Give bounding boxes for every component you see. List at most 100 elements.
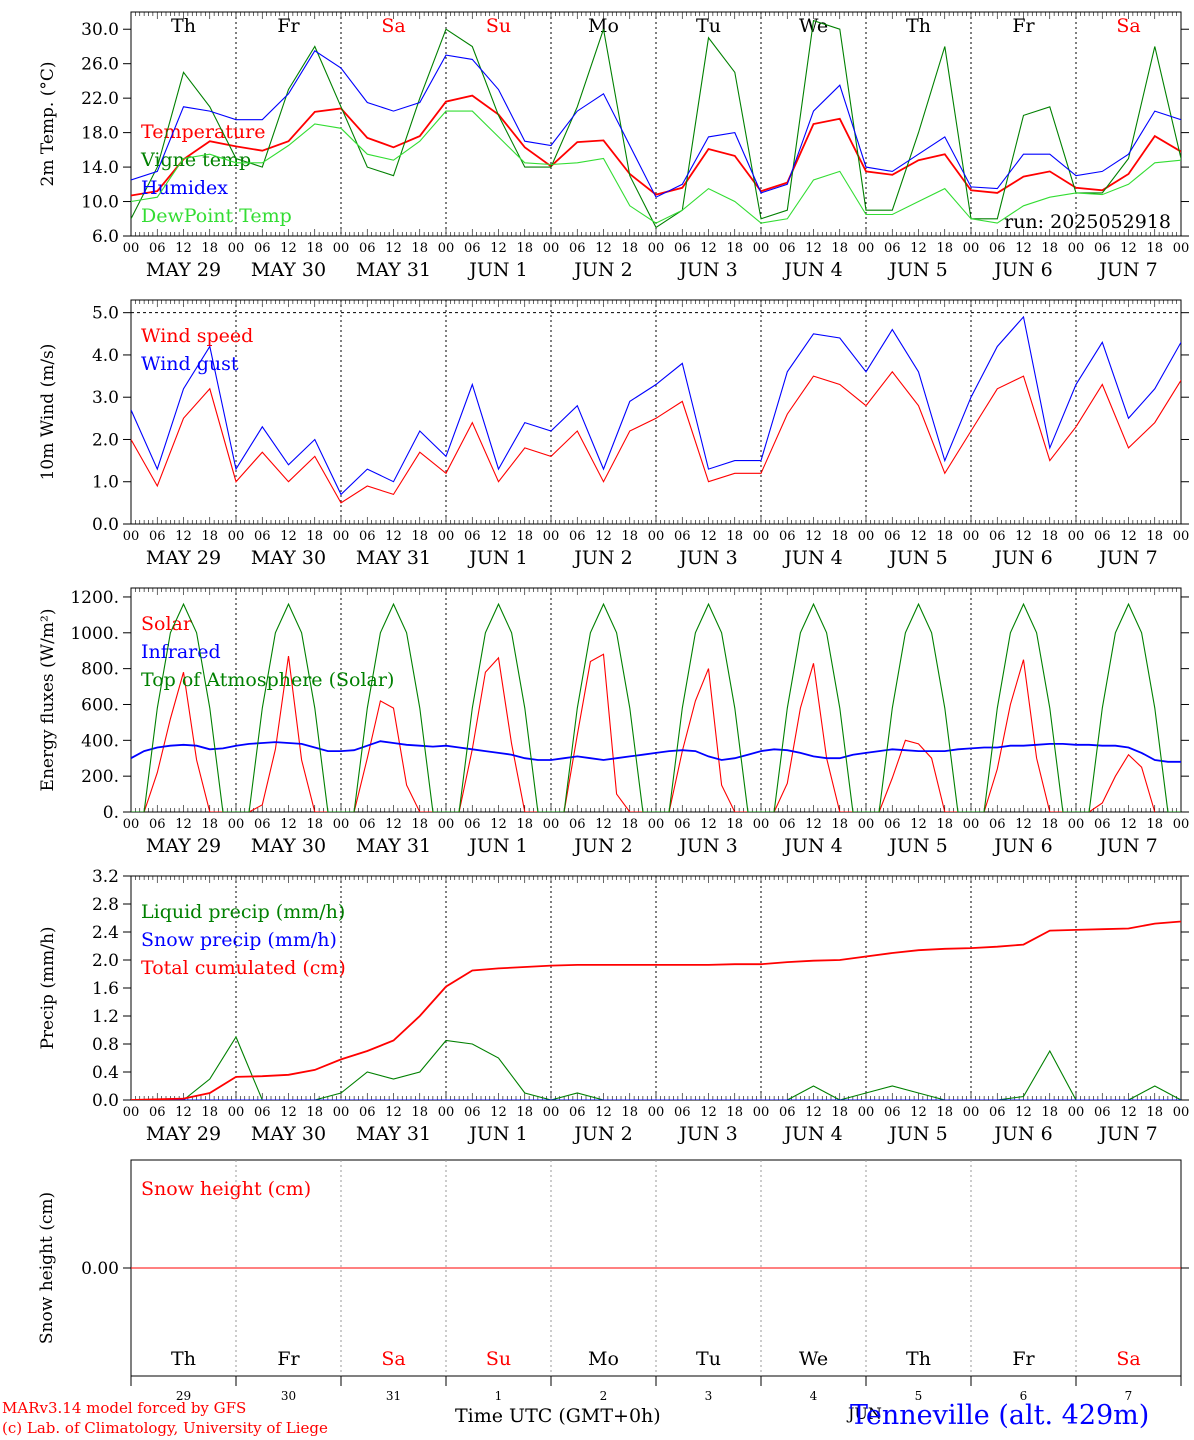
hour-tick-label: 00	[333, 529, 350, 544]
y-tick-label: 26.0	[81, 55, 119, 75]
hour-tick-label: 12	[595, 817, 612, 832]
y-tick-label: 6.0	[92, 227, 119, 247]
hour-tick-label: 00	[648, 1105, 665, 1120]
hour-tick-label: 00	[543, 1105, 560, 1120]
hour-tick-label: 00	[858, 529, 875, 544]
hour-tick-label: 18	[621, 1105, 638, 1120]
y-axis-label: Precip (mm/h)	[38, 926, 58, 1049]
hour-tick-label: 18	[1146, 241, 1163, 256]
series-line-liquid-precip-mm-h-	[131, 1035, 1181, 1100]
hour-tick-label: 00	[438, 817, 455, 832]
y-tick-label: 1.6	[92, 979, 119, 999]
y-tick-label: 400.	[81, 731, 119, 751]
hour-tick-label: 12	[385, 1105, 402, 1120]
series-line-top-of-atmosphere-solar-	[131, 602, 1181, 812]
y-tick-label: 5.0	[92, 304, 119, 324]
y-tick-label: 30.0	[81, 20, 119, 40]
hour-tick-label: 12	[280, 1105, 297, 1120]
hour-tick-label: 12	[595, 241, 612, 256]
hour-tick-label: 18	[726, 1105, 743, 1120]
hour-tick-label: 06	[1094, 529, 1111, 544]
hour-tick-label: 12	[700, 1105, 717, 1120]
y-tick-label: 0.00	[81, 1259, 119, 1279]
y-tick-label: 0.8	[92, 1035, 119, 1055]
hour-tick-label: 12	[1120, 241, 1137, 256]
weekday-label: Tu	[696, 15, 721, 37]
hour-tick-label: 00	[1173, 1105, 1190, 1120]
y-tick-label: 0.0	[92, 1091, 119, 1111]
day-label: JUN 5	[887, 835, 947, 857]
hour-tick-label: 06	[149, 817, 166, 832]
series-line-temperature	[131, 94, 1181, 197]
day-label: JUN 3	[677, 1123, 737, 1145]
hour-tick-label: 06	[674, 1105, 691, 1120]
legend-entry: Solar	[141, 613, 193, 635]
hour-tick-label: 18	[726, 817, 743, 832]
hour-tick-label: 00	[1068, 241, 1085, 256]
panel-4: 0.0 0.4 0.8 1.2 1.6 2.0 2.4 2.8 3.2 Precip (mm/h)…	[38, 867, 1190, 1145]
y-tick-label: 18.0	[81, 124, 119, 144]
hour-tick-label: 18	[936, 1105, 953, 1120]
hour-tick-label: 18	[306, 241, 323, 256]
hour-tick-label: 00	[1173, 529, 1190, 544]
legend-entry: Snow height (cm)	[141, 1178, 311, 1200]
hour-tick-label: 18	[411, 817, 428, 832]
day-label: JUN 2	[572, 547, 632, 569]
hour-tick-label: 00	[963, 817, 980, 832]
legend-entry: Temperature	[141, 121, 265, 143]
hour-tick-label: 00	[123, 817, 140, 832]
hour-tick-label: 18	[1041, 817, 1058, 832]
weekday-label: Mo	[588, 15, 619, 37]
hour-tick-label: 12	[805, 529, 822, 544]
hour-tick-label: 00	[543, 529, 560, 544]
day-label: JUN 7	[1097, 547, 1157, 569]
hour-tick-label: 06	[1094, 241, 1111, 256]
hour-tick-label: 12	[490, 1105, 507, 1120]
hour-tick-label: 12	[595, 529, 612, 544]
legend-entry: Vigne temp	[140, 149, 251, 171]
day-label: JUN 6	[992, 1123, 1052, 1145]
hour-tick-label: 12	[805, 1105, 822, 1120]
hour-tick-label: 18	[936, 241, 953, 256]
hour-tick-label: 00	[228, 241, 245, 256]
hour-tick-label: 12	[1120, 1105, 1137, 1120]
hour-tick-label: 18	[201, 1105, 218, 1120]
hour-tick-label: 00	[648, 241, 665, 256]
day-number-label: 2	[600, 1389, 608, 1403]
hour-tick-label: 06	[569, 1105, 586, 1120]
hour-tick-label: 00	[228, 817, 245, 832]
weekday-label: Th	[171, 1348, 196, 1370]
day-number-label: 3	[705, 1389, 713, 1403]
hour-tick-label: 06	[464, 529, 481, 544]
y-axis-label: Energy fluxes (W/m²)	[38, 609, 58, 792]
hour-tick-label: 12	[1120, 529, 1137, 544]
day-label: JUN 5	[887, 259, 947, 281]
hour-tick-label: 06	[359, 529, 376, 544]
hour-tick-label: 00	[963, 1105, 980, 1120]
day-label: JUN 3	[677, 835, 737, 857]
hour-tick-label: 12	[1120, 817, 1137, 832]
hour-tick-label: 06	[1094, 817, 1111, 832]
y-axis-label: 2m Temp. (°C)	[38, 61, 58, 186]
hour-tick-label: 12	[175, 529, 192, 544]
day-label: MAY 30	[251, 547, 326, 569]
hour-tick-label: 06	[779, 241, 796, 256]
y-tick-label: 800.	[81, 660, 119, 680]
weekday-label: Fr	[277, 15, 300, 37]
hour-tick-label: 18	[516, 241, 533, 256]
hour-tick-label: 12	[700, 529, 717, 544]
day-label: JUN 5	[887, 547, 947, 569]
hour-tick-label: 18	[831, 241, 848, 256]
hour-tick-label: 18	[201, 241, 218, 256]
hour-tick-label: 12	[280, 529, 297, 544]
hour-tick-label: 06	[569, 241, 586, 256]
day-label: JUN 4	[782, 547, 842, 569]
hour-tick-label: 06	[989, 529, 1006, 544]
day-number-label: 6	[1020, 1389, 1028, 1403]
hour-tick-label: 18	[516, 529, 533, 544]
hour-tick-label: 12	[175, 817, 192, 832]
day-label: JUN 7	[1097, 1123, 1157, 1145]
hour-tick-label: 00	[753, 529, 770, 544]
hour-tick-label: 00	[648, 817, 665, 832]
day-label: MAY 30	[251, 259, 326, 281]
